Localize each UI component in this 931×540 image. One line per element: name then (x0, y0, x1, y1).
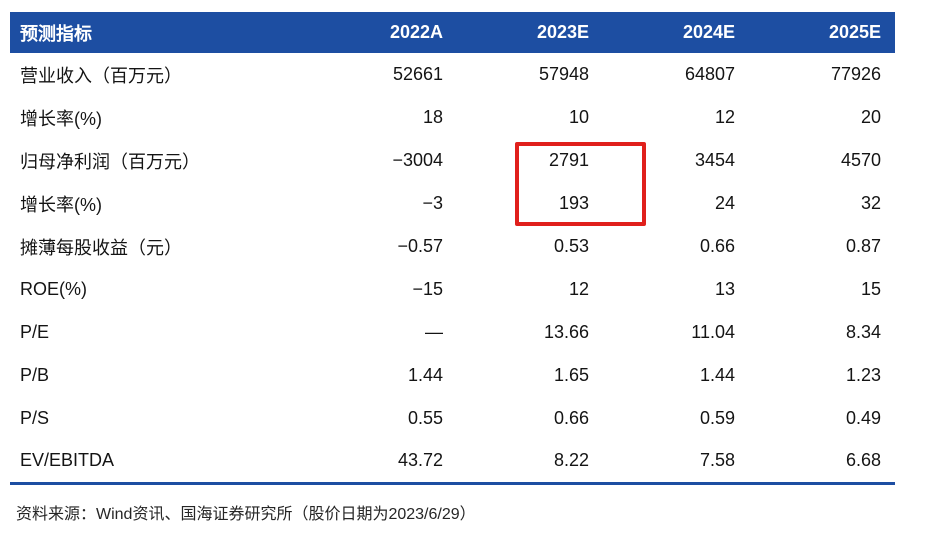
cell-value: 10 (457, 96, 603, 139)
cell-value: 0.53 (457, 225, 603, 268)
cell-value: 0.59 (603, 397, 749, 440)
cell-value-highlighted: 2791 (457, 139, 603, 182)
table-row-diluted-eps: 摊薄每股收益（元） −0.57 0.53 0.66 0.87 (10, 225, 895, 268)
cell-value: 0.55 (311, 397, 457, 440)
cell-value: 4570 (749, 139, 895, 182)
source-note: 资料来源：Wind资讯、国海证券研究所（股价日期为2023/6/29） (16, 505, 476, 523)
header-col-2024e: 2024E (603, 12, 749, 53)
cell-value: 13 (603, 268, 749, 311)
cell-value: 0.87 (749, 225, 895, 268)
header-indicator-label: 预测指标 (10, 12, 311, 53)
cell-value: 1.44 (311, 354, 457, 397)
cell-value: 1.65 (457, 354, 603, 397)
header-col-2023e: 2023E (457, 12, 603, 53)
row-label: P/B (10, 354, 311, 397)
cell-value: 3454 (603, 139, 749, 182)
cell-value: 11.04 (603, 311, 749, 354)
cell-value: — (311, 311, 457, 354)
row-label: 归母净利润（百万元） (10, 139, 311, 182)
cell-value: 8.22 (457, 440, 603, 483)
table-row-revenue: 营业收入（百万元） 52661 57948 64807 77926 (10, 53, 895, 96)
cell-value: 24 (603, 182, 749, 225)
cell-value: 64807 (603, 53, 749, 96)
cell-value: 77926 (749, 53, 895, 96)
cell-value: 18 (311, 96, 457, 139)
cell-value: −3 (311, 182, 457, 225)
table-row-pb: P/B 1.44 1.65 1.44 1.23 (10, 354, 895, 397)
header-col-2025e: 2025E (749, 12, 895, 53)
table-row-ps: P/S 0.55 0.66 0.59 0.49 (10, 397, 895, 440)
cell-value: 0.66 (457, 397, 603, 440)
table-row-roe: ROE(%) −15 12 13 15 (10, 268, 895, 311)
cell-value: −15 (311, 268, 457, 311)
row-label: P/S (10, 397, 311, 440)
table-row-pe: P/E — 13.66 11.04 8.34 (10, 311, 895, 354)
cell-value: 52661 (311, 53, 457, 96)
cell-value-highlighted: 193 (457, 182, 603, 225)
cell-value: 57948 (457, 53, 603, 96)
row-label: EV/EBITDA (10, 440, 311, 483)
cell-value: −3004 (311, 139, 457, 182)
cell-value: 12 (457, 268, 603, 311)
header-col-2022a: 2022A (311, 12, 457, 53)
cell-value: 0.66 (603, 225, 749, 268)
forecast-table: 预测指标 2022A 2023E 2024E 2025E 营业收入（百万元） 5… (10, 12, 895, 485)
cell-value: 0.49 (749, 397, 895, 440)
cell-value: 8.34 (749, 311, 895, 354)
table-row-revenue-growth: 增长率(%) 18 10 12 20 (10, 96, 895, 139)
cell-value: 32 (749, 182, 895, 225)
row-label: 增长率(%) (10, 182, 311, 225)
table-row-profit-growth: 增长率(%) −3 193 24 32 (10, 182, 895, 225)
cell-value: 43.72 (311, 440, 457, 483)
cell-value: 1.44 (603, 354, 749, 397)
table-row-net-profit: 归母净利润（百万元） −3004 2791 3454 4570 (10, 139, 895, 182)
cell-value: 7.58 (603, 440, 749, 483)
cell-value: 6.68 (749, 440, 895, 483)
row-label: 摊薄每股收益（元） (10, 225, 311, 268)
table-header-row: 预测指标 2022A 2023E 2024E 2025E (10, 12, 895, 53)
cell-value: −0.57 (311, 225, 457, 268)
row-label: 营业收入（百万元） (10, 53, 311, 96)
cell-value: 20 (749, 96, 895, 139)
cell-value: 13.66 (457, 311, 603, 354)
row-label: ROE(%) (10, 268, 311, 311)
table-row-ev-ebitda: EV/EBITDA 43.72 8.22 7.58 6.68 (10, 440, 895, 483)
cell-value: 1.23 (749, 354, 895, 397)
row-label: 增长率(%) (10, 96, 311, 139)
cell-value: 12 (603, 96, 749, 139)
cell-value: 15 (749, 268, 895, 311)
row-label: P/E (10, 311, 311, 354)
